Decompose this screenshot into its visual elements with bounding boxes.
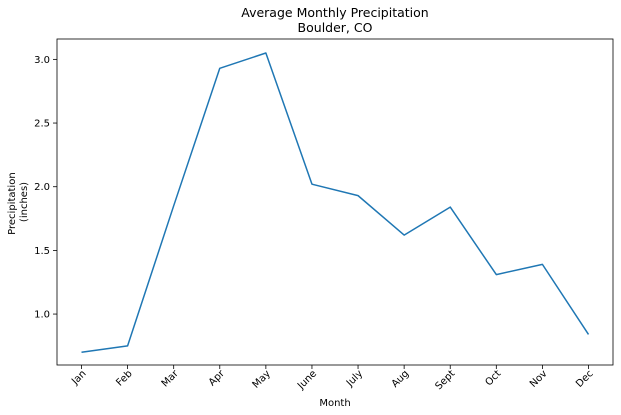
- x-tick-label: Mar: [160, 368, 182, 390]
- x-tick-label: June: [295, 368, 319, 392]
- x-tick-label: Dec: [574, 368, 595, 389]
- x-tick-label: Nov: [528, 368, 550, 390]
- x-tick-label: Oct: [483, 368, 503, 388]
- y-tick-label: 2.0: [34, 182, 50, 193]
- y-tick-label: 1.5: [34, 246, 50, 257]
- y-axis-label: Precipitation (inches): [7, 169, 30, 235]
- y-axis-label-line-2: (inches): [19, 182, 30, 222]
- y-tick-label: 2.5: [34, 119, 50, 130]
- x-tick-label: Aug: [390, 368, 412, 390]
- precipitation-series-line: [81, 52, 590, 354]
- x-tick-label: Feb: [114, 368, 134, 388]
- x-axis-label: Month: [319, 398, 350, 409]
- y-tick-label: 3.0: [34, 55, 50, 66]
- x-tick-label: Apr: [207, 368, 228, 389]
- x-tick-label: May: [251, 368, 273, 390]
- y-axis-label-line-1: Precipitation: [7, 172, 18, 235]
- chart-subtitle: Boulder, CO: [298, 20, 373, 35]
- x-tick-label: Sept: [433, 368, 457, 392]
- x-tick-label: July: [344, 368, 365, 389]
- x-axis: Jan Feb Mar Apr May June July Aug Sept Oct Nov Dec: [69, 365, 596, 392]
- y-tick-label: 1.0: [34, 310, 50, 321]
- plot-area: [56, 38, 614, 366]
- x-tick-label: Jan: [69, 368, 88, 387]
- chart-title: Average Monthly Precipitation: [241, 5, 428, 20]
- y-axis: 1.0 1.5 2.0 2.5 3.0: [34, 55, 57, 321]
